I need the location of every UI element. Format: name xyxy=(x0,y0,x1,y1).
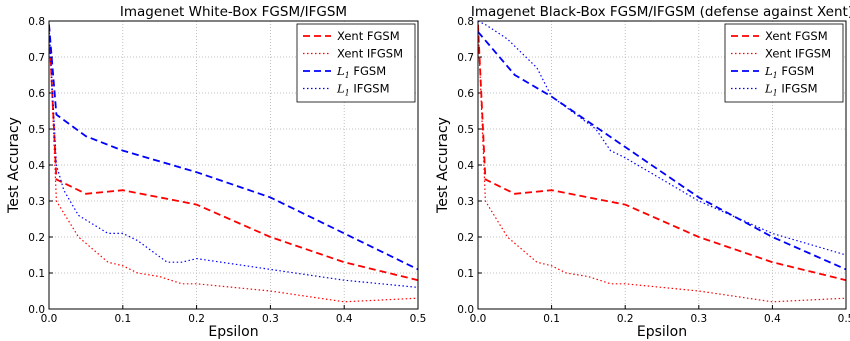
chart-2: Imagenet Black-Box FGSM/IFGSM (defense a… xyxy=(435,4,850,340)
series-line-3 xyxy=(49,24,418,271)
series-line-1 xyxy=(478,24,846,282)
x-tick-label: 0.4 xyxy=(336,313,353,325)
y-tick-label: 0.3 xyxy=(457,196,474,208)
legend: Xent FGSM Xent IFGSM L1 FGSM L1 IFGSM xyxy=(724,23,844,103)
series-line-2 xyxy=(478,24,846,303)
x-tick-label: 0.1 xyxy=(543,313,560,325)
x-tick-label: 0.5 xyxy=(410,313,427,325)
x-tick-label: 0.2 xyxy=(188,313,205,325)
y-tick-label: 0.2 xyxy=(457,232,474,244)
y-tick-label: 0.0 xyxy=(28,304,45,316)
chart-title: Imagenet White-Box FGSM/IFGSM xyxy=(120,4,347,20)
x-tick-label: 0.0 xyxy=(41,313,58,325)
legend-label: Xent FGSM xyxy=(765,29,828,43)
y-tick-label: 0.8 xyxy=(457,16,474,28)
x-tick-label: 0.0 xyxy=(470,313,487,325)
x-tick-label: 0.3 xyxy=(262,313,279,325)
chart-1: Imagenet White-Box FGSM/IFGSM 0.0 0.1 0.2 0.… xyxy=(6,4,426,340)
legend: Xent FGSM Xent IFGSM L1 FGSM L1 IFGSM xyxy=(296,23,416,103)
legend-box xyxy=(296,23,416,103)
plot-frame xyxy=(477,20,847,310)
series-line-2 xyxy=(49,24,418,303)
y-tick-label: 0.1 xyxy=(457,268,474,280)
x-tick-label: 0.1 xyxy=(114,313,131,325)
series-line-3 xyxy=(478,31,846,271)
x-tick-label: 0.4 xyxy=(764,313,781,325)
legend-label: L1 IFGSM xyxy=(764,82,818,98)
x-tick-label: 0.2 xyxy=(617,313,634,325)
x-tick-label: 0.5 xyxy=(838,313,850,325)
y-tick-label: 0.6 xyxy=(457,88,474,100)
y-tick-label: 0.2 xyxy=(28,232,45,244)
legend-label: L1 FGSM xyxy=(336,64,386,80)
y-tick-label: 0.5 xyxy=(28,124,45,136)
y-tick-label: 0.3 xyxy=(28,196,45,208)
plot-frame xyxy=(48,20,419,310)
series-line-4 xyxy=(478,21,846,256)
y-tick-label: 0.7 xyxy=(457,52,474,64)
legend-label: Xent IFGSM xyxy=(337,47,403,61)
chart-title: Imagenet Black-Box FGSM/IFGSM (defense a… xyxy=(471,4,850,20)
y-tick-label: 0.4 xyxy=(28,160,45,172)
legend-label: Xent IFGSM xyxy=(765,47,831,61)
x-axis-label: Epsilon xyxy=(208,324,258,340)
series-line-1 xyxy=(49,24,418,282)
y-tick-label: 0.1 xyxy=(28,268,45,280)
y-tick-label: 0.7 xyxy=(28,52,45,64)
y-tick-label: 0.8 xyxy=(28,16,45,28)
legend-label: L1 IFGSM xyxy=(336,82,390,98)
legend-label: L1 FGSM xyxy=(764,64,814,80)
y-tick-label: 0.6 xyxy=(28,88,45,100)
x-axis-label: Epsilon xyxy=(637,324,687,340)
x-tick-label: 0.3 xyxy=(690,313,707,325)
y-axis-label: Test Accuracy xyxy=(6,117,22,214)
y-tick-label: 0.5 xyxy=(457,124,474,136)
legend-label: Xent FGSM xyxy=(337,29,400,43)
y-tick-label: 0.0 xyxy=(457,304,474,316)
legend-box xyxy=(724,23,844,103)
y-tick-label: 0.4 xyxy=(457,160,474,172)
y-axis-label: Test Accuracy xyxy=(435,117,451,214)
